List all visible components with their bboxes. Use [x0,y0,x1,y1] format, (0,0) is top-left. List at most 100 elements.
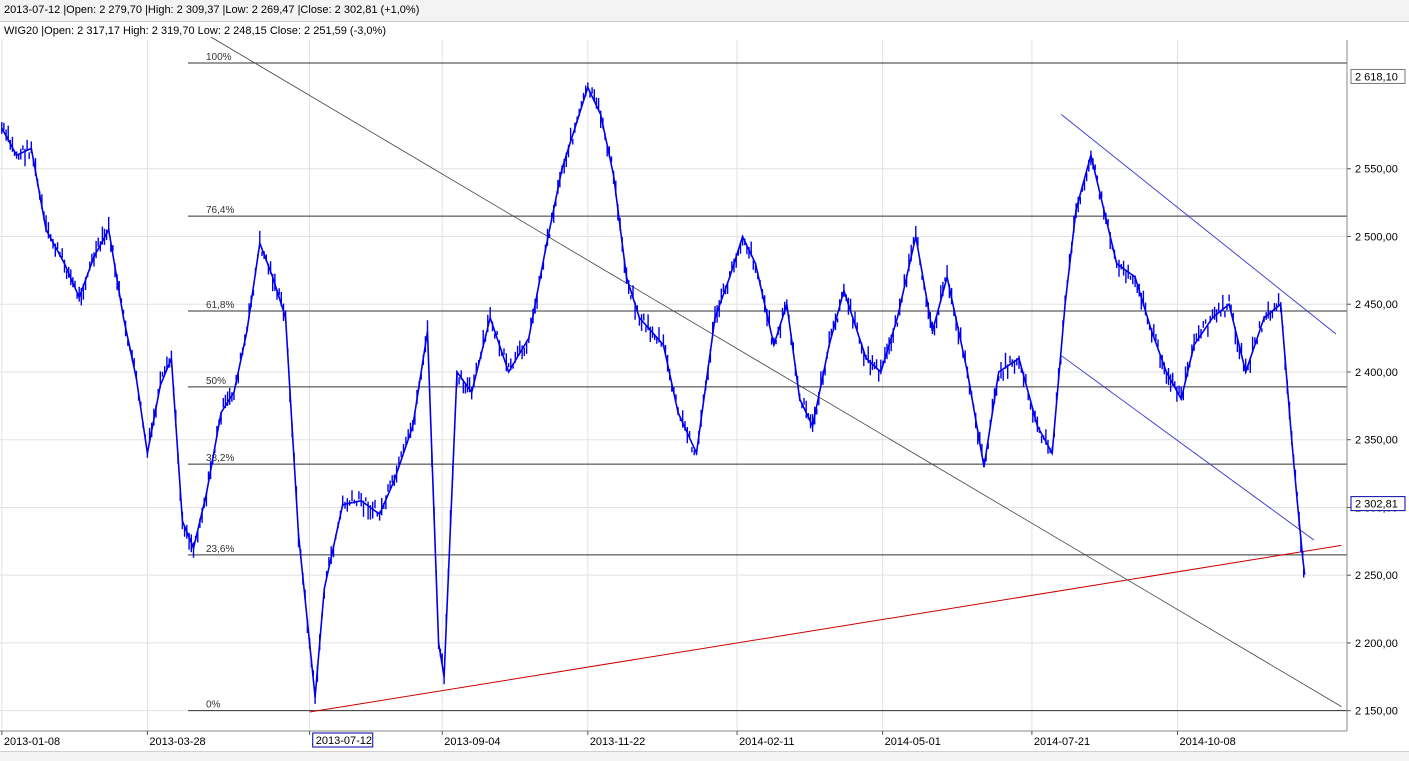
price-point [1134,276,1136,278]
price-point [1075,208,1077,211]
price-point [378,513,381,516]
price-point [146,452,149,455]
price-point [78,296,81,299]
price-point [1,127,3,129]
price-point [437,642,440,644]
price-point [159,384,162,387]
price-point [1244,371,1247,373]
x-tick-label: 2013-03-28 [149,736,205,748]
price-point [170,357,173,360]
price-point [246,330,248,333]
price-point [122,316,125,319]
y-tick-label: 2 350,00 [1355,435,1398,447]
price-point [181,520,184,522]
x-tick-label: 2014-07-21 [1034,736,1090,748]
x-tick-label: 2014-02-11 [739,736,794,748]
bottom-toolbar [0,751,1409,761]
x-tick-label: 2014-10-08 [1179,736,1235,748]
price-point [1211,316,1214,319]
price-point [677,411,679,414]
price-point [714,316,716,319]
price-point [192,547,195,549]
price-point [1018,357,1020,360]
trendline-downtrend [204,32,1342,707]
price-point [946,276,948,278]
price-point [220,411,222,414]
price-point [1064,303,1066,306]
plot-area [0,40,1347,731]
price-point [360,499,362,502]
price-point [574,127,576,129]
y-tick-label: 2 450,00 [1355,299,1398,311]
price-point [983,465,985,468]
price-point [843,289,845,292]
price-point [695,452,698,455]
x-cursor-box [312,732,374,748]
price-point [728,276,731,278]
price-point [1193,344,1195,346]
price-point [426,330,429,333]
trendline-support [309,544,1342,713]
fibonacci-levels: 0% 23,6% 38,2% 50% 61,8% 76,4% 100% [188,52,1347,712]
price-point [612,174,615,177]
y-marker-label: 2 302,81 [1355,499,1398,511]
price-point [507,371,510,373]
price-point [896,316,899,319]
price-point [63,262,66,265]
price-point [1165,371,1168,373]
price-point [1051,452,1053,455]
y-marker-box [1350,68,1406,84]
price-point [489,316,491,319]
fib-level-label: 61,8% [206,300,234,311]
y-tick-label: 2 500,00 [1355,231,1398,243]
price-point [45,228,47,231]
price-point [393,479,396,482]
crosshair-readout: 2013-07-12 |Open: 2 279,70 |High: 2 309,… [4,4,420,16]
price-point [443,676,445,678]
y-tick-label: 2 250,00 [1355,570,1398,582]
y-marker-box [1350,496,1406,512]
price-point [1290,438,1293,441]
price-point [259,242,261,245]
price-point [233,391,235,394]
price-point [528,337,530,339]
x-tick-label: 2013-09-04 [444,736,500,748]
price-point [15,154,18,156]
price-point [205,493,208,495]
fib-level-label: 100% [206,52,232,63]
info-bar: 2013-07-12 |Open: 2 279,70 |High: 2 309,… [0,0,1409,22]
price-series [1,82,1306,704]
price-point [587,86,589,89]
axes: 2 150,002 200,002 250,002 300,002 350,00… [0,40,1406,748]
x-cursor-label: 2013-07-12 [316,735,372,747]
price-point [30,147,33,150]
price-point [754,262,757,265]
price-point [1301,558,1304,560]
price-point [1102,208,1105,211]
price-point [1279,303,1282,306]
price-point [308,642,311,644]
price-point [1180,398,1182,400]
price-point [561,167,563,170]
price-point [544,249,547,251]
price-point [966,371,969,373]
price-point [931,330,934,333]
price-point [811,425,814,427]
price-point [314,696,316,698]
y-tick-label: 2 200,00 [1355,638,1398,650]
price-point [662,344,665,346]
price-point [1303,573,1306,575]
price-point [284,316,287,319]
price-point [638,316,641,319]
price-point [1228,303,1230,306]
price-point [915,235,917,238]
x-tick-label: 2013-01-08 [4,736,60,748]
legend: WIG20 |Open: 2 317,17 High: 2 319,70 Low… [0,23,1409,39]
price-point [1150,330,1153,333]
fib-level-label: 76,4% [206,205,234,216]
fib-level-label: 23,6% [206,544,234,555]
price-point [1296,499,1299,502]
price-point [1263,316,1265,319]
price-point [271,276,274,278]
